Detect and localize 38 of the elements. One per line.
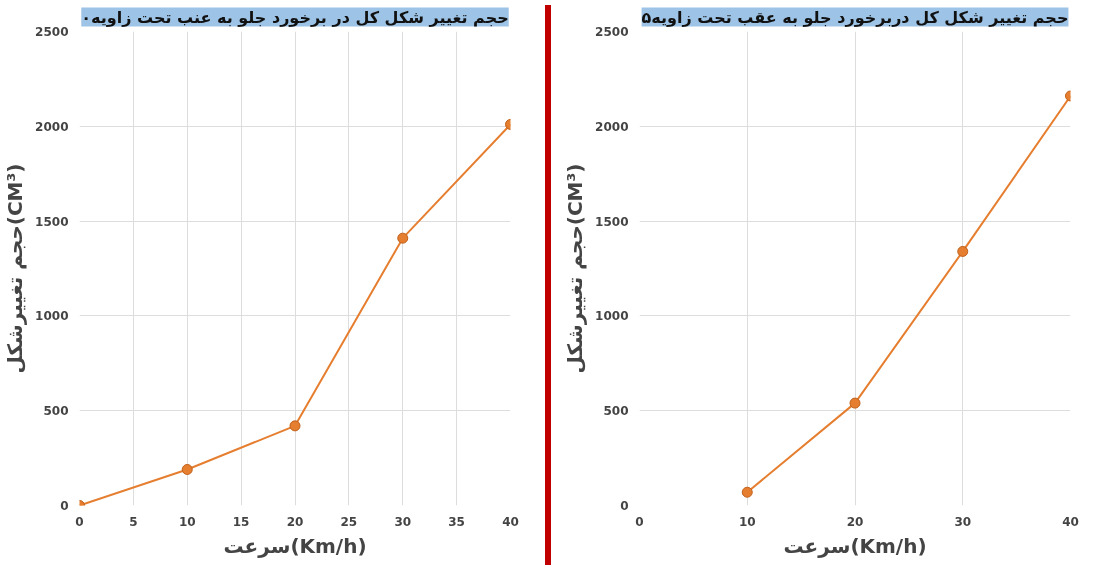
- y-axis-title: حجم تغییرشکل(CM³): [3, 163, 28, 374]
- point: [741, 486, 753, 498]
- x-tick-label: 10: [178, 514, 196, 529]
- y-tick-label: 0: [620, 499, 629, 513]
- y-tick-label: 2500: [595, 25, 629, 39]
- x-tick-label: 25: [340, 514, 358, 529]
- x-tick-label: 20: [286, 514, 304, 529]
- x-axis-title: سرعت(Km/h): [223, 533, 367, 558]
- y-tick-label: 1000: [595, 309, 629, 324]
- x-tick-label: 30: [954, 514, 972, 529]
- point: [849, 397, 861, 409]
- x-tick-label: 40: [502, 514, 519, 529]
- x-tick-label: 20: [846, 514, 864, 529]
- y-tick-label: 2000: [595, 119, 629, 134]
- x-tick-label: 35: [448, 514, 465, 529]
- y-tick-label: 1500: [35, 214, 69, 229]
- point: [289, 420, 301, 432]
- y-tick-label: 2500: [35, 25, 69, 39]
- y-tick-label: 1000: [35, 309, 69, 324]
- x-tick-label: 0: [75, 514, 84, 529]
- y-axis-title: حجم تغییرشکل(CM³): [563, 163, 588, 374]
- y-tick-label: 500: [43, 404, 69, 419]
- y-tick-label: 1500: [595, 214, 629, 229]
- point: [397, 232, 409, 244]
- x-tick-label: 30: [394, 514, 412, 529]
- x-tick-label: 5: [129, 514, 138, 529]
- point: [181, 463, 193, 475]
- point: [957, 245, 969, 257]
- chart-title: حجم تغییر شکل کل در برخورد جلو به عنب تحت زاویه۰: [81, 7, 509, 27]
- x-tick-label: 15: [232, 514, 250, 529]
- y-tick-label: 0: [60, 499, 69, 513]
- chart-title: حجم تغییر شکل کل دربرخورد جلو به عقب تحت زاویه۵: [641, 7, 1069, 27]
- y-tick-label: 500: [603, 404, 629, 419]
- x-tick-label: 10: [738, 514, 756, 529]
- x-tick-label: 40: [1062, 514, 1079, 529]
- y-tick-label: 2000: [35, 119, 69, 134]
- x-axis-title: سرعت(Km/h): [783, 533, 927, 558]
- x-tick-label: 0: [635, 514, 644, 529]
